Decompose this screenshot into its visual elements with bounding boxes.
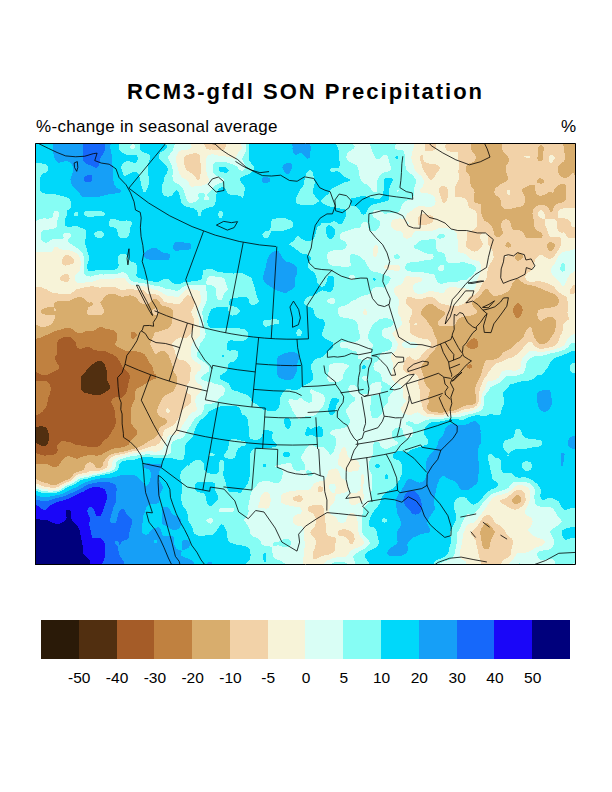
subtitle: %-change in seasonal average [36, 117, 278, 137]
colorbar-tick-label: 20 [411, 669, 428, 687]
colorbar-tick-label: -30 [144, 669, 166, 687]
colorbar-cell [457, 620, 495, 659]
colorbar-cell [117, 620, 155, 659]
colorbar-cell [305, 620, 343, 659]
page-title: RCM3-gfdl SON Precipitation [35, 79, 576, 105]
figure-page: { "title": "RCM3-gfdl SON Precipitation"… [0, 0, 612, 792]
colorbar-cell [268, 620, 306, 659]
colorbar-cell [154, 620, 192, 659]
colorbar-tick-label: 10 [373, 669, 390, 687]
colorbar-cell [230, 620, 268, 659]
colorbar-tick-label: 0 [302, 669, 311, 687]
colorbar-tick-label: -5 [261, 669, 275, 687]
colorbar-tick-label: -40 [106, 669, 128, 687]
colorbar [41, 620, 570, 659]
colorbar-tick-label: 40 [486, 669, 503, 687]
colorbar-tick-label: 30 [449, 669, 466, 687]
colorbar-tick-label: 5 [339, 669, 348, 687]
colorbar-tick-label: -50 [68, 669, 90, 687]
colorbar-tick-label: -20 [181, 669, 203, 687]
precipitation-map-canvas [35, 143, 576, 565]
colorbar-cell [419, 620, 457, 659]
colorbar-cell [192, 620, 230, 659]
colorbar-cell [41, 620, 79, 659]
colorbar-tick-label: 50 [524, 669, 541, 687]
unit-label: % [561, 117, 576, 137]
colorbar-cell [381, 620, 419, 659]
colorbar-cell [532, 620, 570, 659]
colorbar-cell [494, 620, 532, 659]
colorbar-cell [79, 620, 117, 659]
colorbar-cell [343, 620, 381, 659]
colorbar-tick-label: -10 [219, 669, 241, 687]
